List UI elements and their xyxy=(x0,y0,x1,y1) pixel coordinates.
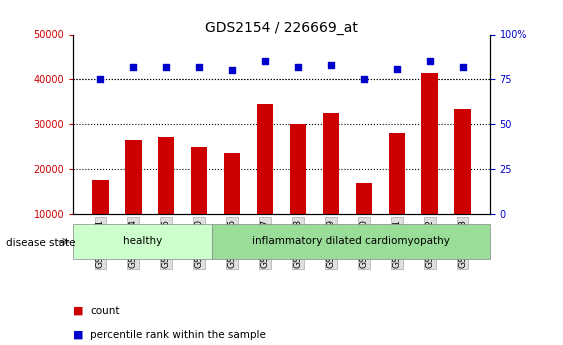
Bar xyxy=(454,108,471,259)
Point xyxy=(293,64,302,70)
Bar xyxy=(257,104,273,259)
Point xyxy=(195,64,204,70)
Point xyxy=(261,59,270,64)
FancyBboxPatch shape xyxy=(212,224,490,259)
Point xyxy=(327,62,336,68)
Point xyxy=(359,77,368,82)
Text: ■: ■ xyxy=(73,330,84,339)
Point xyxy=(227,68,236,73)
Bar xyxy=(323,113,339,259)
Point xyxy=(425,59,434,64)
Text: count: count xyxy=(90,306,119,315)
Text: ■: ■ xyxy=(73,306,84,315)
Text: healthy: healthy xyxy=(123,237,162,246)
Point xyxy=(458,64,467,70)
Point xyxy=(392,66,401,71)
Text: percentile rank within the sample: percentile rank within the sample xyxy=(90,330,266,339)
Bar xyxy=(224,153,240,259)
FancyBboxPatch shape xyxy=(73,224,212,259)
Text: GDS2154 / 226669_at: GDS2154 / 226669_at xyxy=(205,21,358,35)
Bar xyxy=(125,140,141,259)
Text: disease state: disease state xyxy=(6,238,75,248)
Bar xyxy=(388,133,405,259)
Point xyxy=(129,64,138,70)
Bar xyxy=(290,124,306,259)
Bar xyxy=(422,73,438,259)
Point xyxy=(162,64,171,70)
Text: inflammatory dilated cardiomyopathy: inflammatory dilated cardiomyopathy xyxy=(252,237,450,246)
Bar xyxy=(158,137,175,259)
Bar xyxy=(92,180,109,259)
Bar xyxy=(191,147,207,259)
Bar xyxy=(356,184,372,259)
Point xyxy=(96,77,105,82)
